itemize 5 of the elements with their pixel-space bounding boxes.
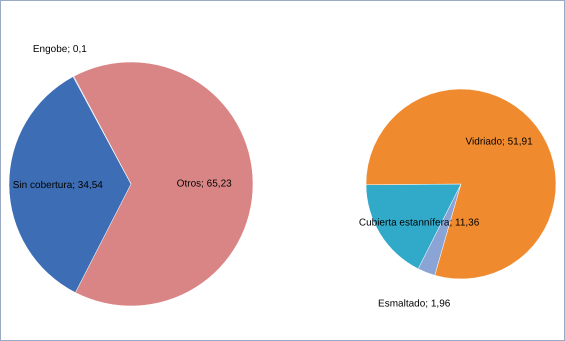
slice-label: Vidriado; 51,91: [466, 136, 534, 148]
slice-label: Otros; 65,23: [176, 178, 232, 190]
slice-label: Esmaltado; 1,96: [378, 298, 451, 310]
slice-label: Engobe; 0,1: [32, 44, 88, 56]
slice-label: Sin cobertura; 34,54: [12, 180, 104, 191]
